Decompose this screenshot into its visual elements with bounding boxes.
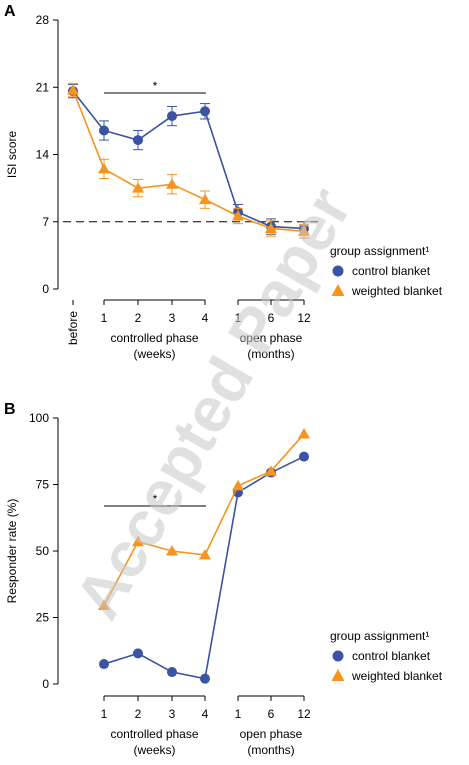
- y-axis-title: Responder rate (%): [5, 499, 19, 604]
- legend-marker-weighted: [331, 284, 345, 296]
- data-point-weighted: [67, 84, 79, 95]
- x-tick-label: 1: [235, 707, 242, 721]
- y-tick-label: 14: [36, 148, 50, 162]
- x-tick-label: 4: [202, 707, 209, 721]
- data-point-weighted: [98, 162, 110, 174]
- x-tick-label: before: [66, 311, 80, 345]
- data-point-weighted: [166, 178, 178, 189]
- y-tick-label: 25: [36, 611, 50, 625]
- legend-label-control: control blanket: [352, 649, 431, 663]
- legend-marker-weighted: [331, 669, 345, 681]
- data-point-weighted: [298, 225, 310, 236]
- x-tick-label: 3: [169, 707, 176, 721]
- significance-marker: *: [153, 492, 158, 506]
- x-group-title: (weeks): [133, 743, 175, 757]
- data-point-weighted: [199, 193, 211, 205]
- data-point-weighted: [232, 479, 244, 491]
- data-point-control: [133, 135, 143, 146]
- data-point-control: [200, 673, 210, 684]
- series-line-control: [72, 90, 305, 230]
- y-tick-label: 21: [36, 80, 50, 94]
- x-group-title: (months): [247, 743, 294, 757]
- x-tick-label: 1: [101, 311, 108, 325]
- x-tick-label: 1: [235, 311, 242, 325]
- data-point-weighted: [298, 427, 310, 439]
- legend-title: group assignment¹: [330, 244, 429, 258]
- y-axis-title: ISI score: [5, 131, 19, 179]
- panel-label: B: [4, 401, 16, 418]
- x-tick-label: 12: [297, 707, 311, 721]
- x-tick-label: 2: [135, 311, 142, 325]
- legend-label-weighted: weighted blanket: [351, 284, 443, 298]
- data-point-control: [99, 659, 109, 670]
- legend-marker-control: [332, 650, 344, 662]
- legend-label-control: control blanket: [352, 264, 431, 278]
- data-point-weighted: [199, 548, 211, 560]
- x-group-title: open phase: [240, 331, 303, 345]
- y-tick-label: 100: [29, 411, 49, 425]
- data-point-control: [299, 451, 309, 462]
- x-group-title: controlled phase: [110, 727, 198, 741]
- legend-title: group assignment¹: [330, 629, 429, 643]
- data-point-weighted: [232, 209, 244, 221]
- data-point-weighted: [132, 535, 144, 547]
- y-tick-label: 50: [36, 544, 50, 558]
- data-point-weighted: [132, 182, 144, 193]
- data-point-control: [167, 667, 177, 678]
- x-tick-label: 3: [169, 311, 176, 325]
- y-tick-label: 0: [42, 282, 49, 296]
- data-point-control: [200, 106, 210, 117]
- data-point-weighted: [265, 222, 277, 233]
- x-tick-label: 12: [297, 311, 311, 325]
- data-point-control: [167, 111, 177, 122]
- significance-marker: *: [153, 79, 158, 93]
- watermark: Accepted Paper: [61, 176, 365, 631]
- x-tick-label: 1: [101, 707, 108, 721]
- x-tick-label: 6: [268, 311, 275, 325]
- x-tick-label: 2: [135, 707, 142, 721]
- panel-label: A: [4, 3, 16, 20]
- data-point-weighted: [98, 599, 110, 611]
- data-point-control: [133, 648, 143, 659]
- data-point-weighted: [166, 545, 178, 556]
- x-group-title: controlled phase: [110, 331, 198, 345]
- x-group-title: open phase: [240, 727, 303, 741]
- x-group-title: (months): [247, 347, 294, 361]
- x-tick-label: 6: [268, 707, 275, 721]
- legend-marker-control: [332, 265, 344, 277]
- data-point-weighted: [265, 465, 277, 476]
- data-point-control: [99, 125, 109, 136]
- x-tick-label: 4: [202, 311, 209, 325]
- series-line-weighted: [72, 89, 305, 233]
- x-group-title: (weeks): [133, 347, 175, 361]
- y-tick-label: 7: [42, 215, 49, 229]
- y-tick-label: 28: [36, 13, 50, 27]
- legend-label-weighted: weighted blanket: [351, 669, 443, 683]
- y-tick-label: 75: [36, 478, 50, 492]
- y-tick-label: 0: [42, 677, 49, 691]
